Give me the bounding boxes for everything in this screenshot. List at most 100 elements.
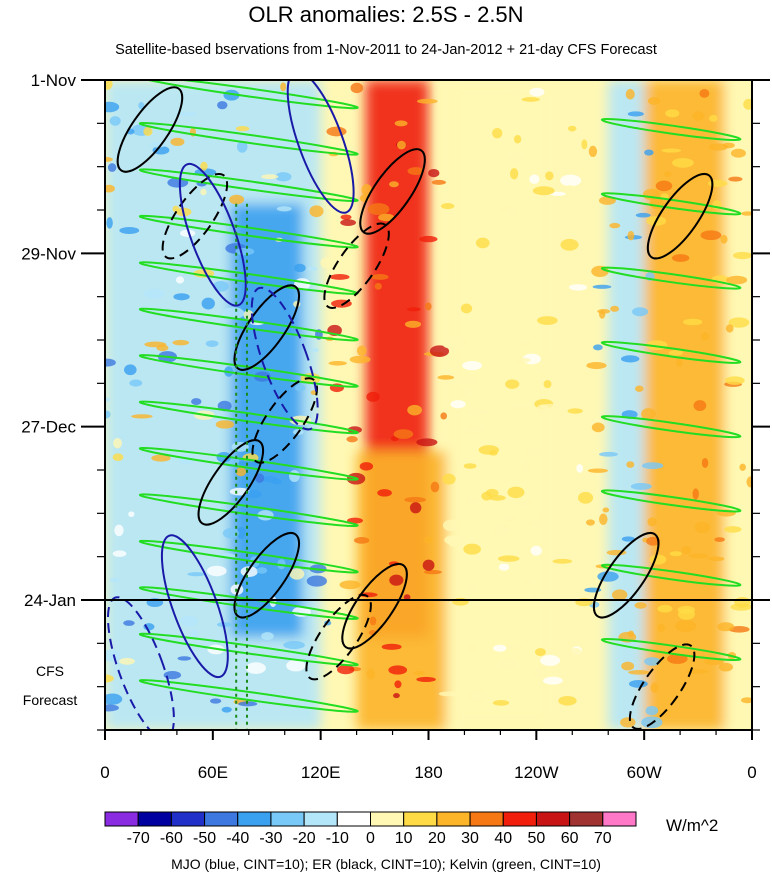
speckle bbox=[463, 543, 481, 555]
colorbar-swatch bbox=[602, 811, 637, 827]
speckle bbox=[340, 214, 352, 220]
speckle bbox=[467, 690, 487, 702]
y-tick-label: 1-Nov bbox=[31, 71, 77, 90]
speckle bbox=[201, 297, 215, 310]
colorbar-label: 30 bbox=[461, 830, 479, 847]
speckle bbox=[217, 101, 228, 110]
y-tick-label: 24-Jan bbox=[24, 591, 76, 610]
speckle bbox=[177, 656, 192, 661]
speckle bbox=[276, 206, 292, 212]
speckle bbox=[597, 309, 611, 314]
colorbar-label: -20 bbox=[293, 830, 316, 847]
colorbar-label: -50 bbox=[193, 830, 216, 847]
speckle bbox=[677, 605, 696, 614]
speckle bbox=[236, 140, 248, 153]
speckle bbox=[143, 289, 165, 299]
speckle bbox=[462, 360, 483, 371]
speckle bbox=[597, 571, 619, 582]
speckle bbox=[450, 400, 466, 409]
speckle bbox=[437, 375, 455, 380]
speckle bbox=[626, 461, 635, 468]
speckle bbox=[238, 701, 258, 707]
kelvin-contour bbox=[138, 493, 359, 528]
speckle bbox=[587, 468, 609, 473]
speckle bbox=[688, 553, 709, 559]
speckle bbox=[537, 316, 558, 325]
kelvin-contour bbox=[138, 168, 359, 203]
speckle bbox=[599, 513, 608, 525]
speckle bbox=[149, 142, 167, 148]
speckle bbox=[576, 463, 584, 473]
speckle bbox=[309, 205, 324, 218]
speckle bbox=[369, 616, 377, 626]
colorbar-swatch bbox=[237, 811, 272, 827]
kelvin-contour bbox=[138, 679, 359, 713]
speckle bbox=[128, 511, 135, 518]
speckle bbox=[206, 565, 227, 577]
speckle bbox=[505, 379, 520, 389]
speckle bbox=[105, 704, 119, 712]
speckle bbox=[726, 275, 748, 285]
speckle bbox=[221, 706, 232, 713]
speckle bbox=[440, 412, 448, 420]
speckle bbox=[423, 536, 433, 544]
colorbar-unit: W/m^2 bbox=[666, 816, 719, 835]
speckle bbox=[180, 615, 198, 627]
speckle bbox=[353, 536, 370, 544]
speckle bbox=[378, 213, 395, 222]
speckle bbox=[458, 389, 472, 396]
speckle bbox=[114, 524, 124, 537]
speckle bbox=[388, 665, 408, 675]
speckle bbox=[289, 470, 300, 483]
kelvin-contour bbox=[138, 632, 359, 667]
speckle bbox=[681, 546, 692, 555]
speckle bbox=[529, 87, 545, 97]
speckle bbox=[261, 174, 279, 180]
speckle bbox=[647, 97, 661, 105]
speckle bbox=[581, 139, 588, 150]
speckle bbox=[112, 453, 124, 461]
speckle bbox=[416, 98, 438, 104]
speckle bbox=[143, 126, 153, 137]
er-contours bbox=[116, 86, 714, 730]
speckle bbox=[187, 572, 206, 577]
speckle bbox=[205, 340, 219, 347]
speckle bbox=[311, 347, 319, 353]
forecast-label-line2: Forecast bbox=[22, 692, 78, 708]
speckle bbox=[307, 266, 318, 271]
speckle bbox=[105, 649, 120, 662]
colorbar-swatch bbox=[270, 811, 305, 827]
speckle bbox=[513, 134, 522, 144]
speckle bbox=[466, 583, 478, 593]
speckle bbox=[566, 425, 587, 431]
speckle bbox=[200, 188, 207, 196]
speckle bbox=[138, 102, 145, 110]
speckle bbox=[493, 523, 511, 536]
speckle bbox=[465, 497, 480, 505]
speckle bbox=[740, 697, 752, 704]
colorbar-swatch bbox=[104, 811, 139, 827]
kelvin-contour bbox=[600, 638, 742, 662]
speckle bbox=[275, 172, 292, 182]
anomaly-band-6 bbox=[644, 80, 726, 730]
speckle bbox=[180, 229, 196, 237]
speckle bbox=[741, 211, 752, 216]
speckle bbox=[708, 143, 728, 151]
speckle bbox=[628, 670, 650, 675]
speckle bbox=[516, 357, 531, 363]
speckle bbox=[235, 467, 247, 477]
speckle bbox=[430, 481, 440, 493]
y-tick-label: 27-Dec bbox=[21, 418, 76, 437]
speckle bbox=[728, 176, 743, 182]
speckle bbox=[422, 559, 435, 571]
speckle bbox=[492, 127, 503, 139]
speckle bbox=[655, 180, 673, 192]
speckle bbox=[371, 274, 389, 280]
chart-footnote: MJO (blue, CINT=10); ER (black, CINT=10)… bbox=[171, 856, 601, 872]
speckle bbox=[105, 358, 116, 367]
colorbar-label: -40 bbox=[226, 830, 249, 847]
speckle bbox=[650, 682, 659, 693]
chart-title: OLR anomalies: 2.5S - 2.5N bbox=[248, 2, 524, 27]
er-contour bbox=[592, 531, 660, 619]
mjo-contours bbox=[106, 80, 355, 730]
